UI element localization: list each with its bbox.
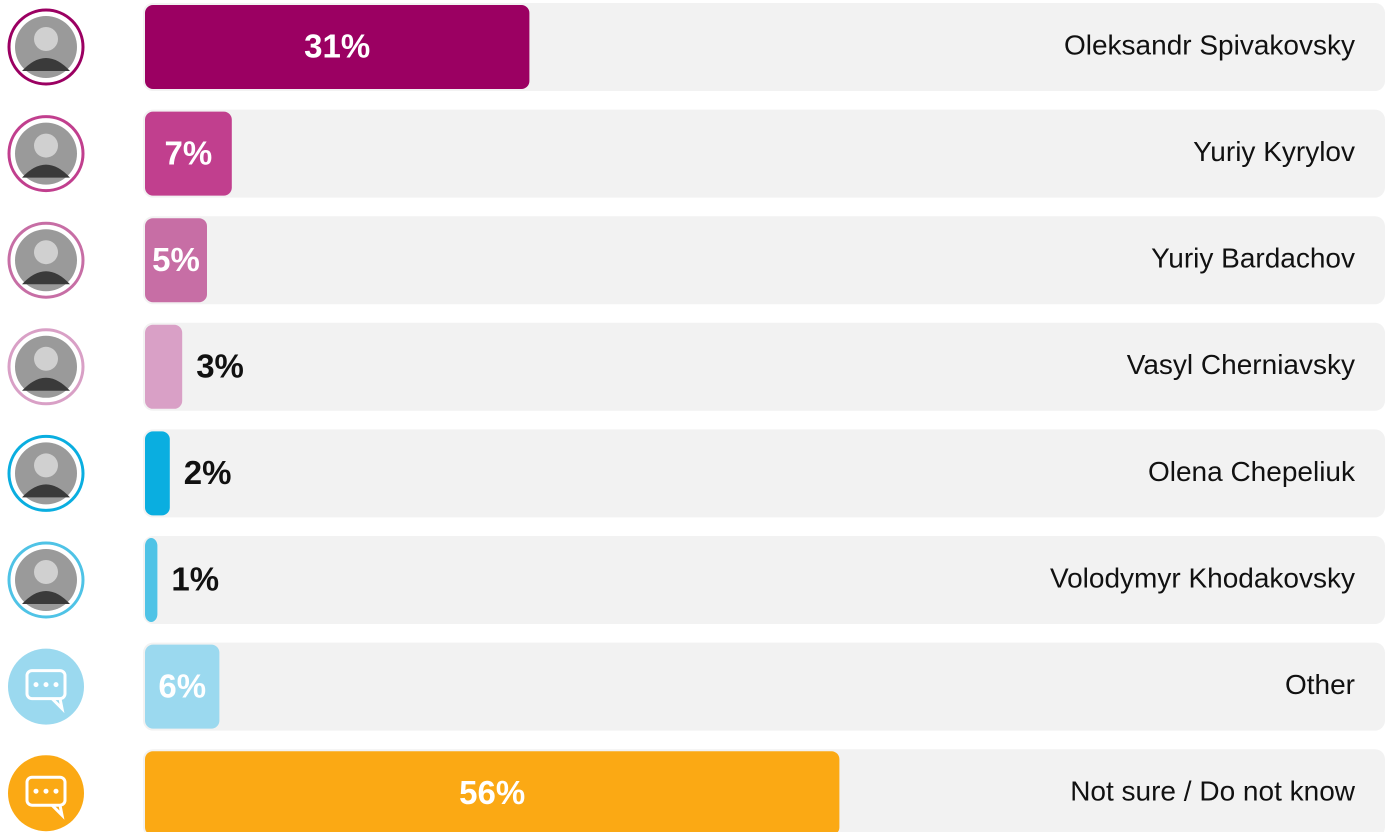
bar — [145, 5, 530, 89]
avatar-head — [34, 560, 58, 584]
value-label: 56% — [459, 774, 525, 811]
icon-bubble — [25, 669, 67, 701]
value-label: 7% — [165, 134, 213, 171]
icon-dot — [33, 682, 39, 688]
bar — [145, 644, 220, 729]
track — [143, 216, 1385, 305]
avatar-body — [22, 377, 70, 391]
value-label: 31% — [304, 28, 370, 65]
track — [143, 642, 1385, 731]
avatar-body — [22, 271, 70, 285]
category-label: Yuriy Bardachov — [1151, 243, 1355, 274]
value-label: 2% — [184, 454, 232, 491]
icon-tail — [50, 804, 65, 820]
avatar-body — [22, 484, 70, 498]
value-label: 1% — [171, 561, 219, 598]
category-label: Yuriy Kyrylov — [1193, 136, 1355, 167]
value-label: 6% — [158, 667, 206, 704]
icon-dot — [43, 682, 49, 688]
track — [143, 322, 1385, 411]
category-label: Olena Chepeliuk — [1148, 456, 1356, 487]
bar — [145, 218, 207, 303]
track — [143, 429, 1385, 518]
avatar-head — [34, 453, 58, 478]
bar — [145, 431, 170, 516]
category-label: Vasyl Cherniavsky — [1127, 349, 1355, 380]
avatar-head — [34, 346, 58, 371]
icon-dot — [33, 788, 39, 794]
bar — [145, 751, 840, 832]
track — [143, 536, 1385, 624]
icon-dot — [53, 788, 59, 794]
track — [143, 109, 1385, 198]
icon-tail — [50, 697, 65, 714]
bar — [145, 324, 183, 409]
icon-bubble — [25, 775, 67, 807]
icon-dot — [53, 682, 59, 688]
avatar-body — [22, 58, 70, 71]
icon-dot — [43, 788, 49, 794]
avatar-body — [22, 164, 70, 178]
value-label: 3% — [196, 348, 244, 385]
category-label: Other — [1285, 669, 1355, 700]
bar — [145, 111, 232, 196]
avatar-head — [34, 27, 58, 51]
category-label: Not sure / Do not know — [1070, 776, 1356, 807]
value-label: 5% — [152, 241, 200, 278]
avatar-head — [34, 133, 58, 158]
category-label: Oleksandr Spivakovsky — [1064, 29, 1355, 60]
bar — [145, 538, 158, 622]
category-label: Volodymyr Khodakovsky — [1050, 562, 1355, 593]
avatar-body — [22, 591, 70, 604]
avatar-head — [34, 240, 58, 265]
